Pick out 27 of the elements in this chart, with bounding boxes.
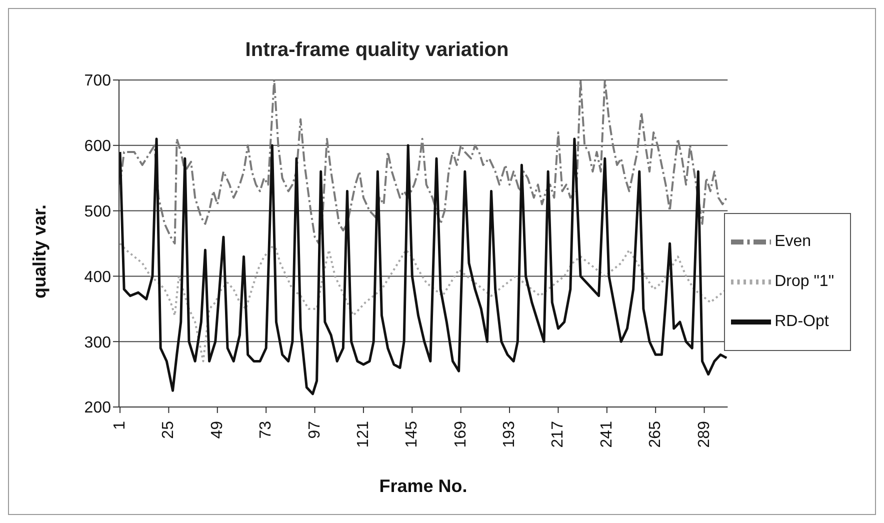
x-tick-label: 241: [598, 420, 616, 448]
y-tick-label: 600: [84, 138, 112, 156]
x-tick-label: 121: [354, 420, 372, 448]
line-series: [119, 80, 728, 244]
x-tick-label: 49: [208, 420, 226, 439]
y-tick-label: 200: [84, 400, 112, 417]
x-tick-label: 217: [550, 420, 567, 448]
y-tick-label: 400: [84, 268, 112, 286]
y-tick-label: 500: [84, 203, 112, 220]
legend-label: RD-Opt: [774, 313, 829, 330]
legend-label: Even: [774, 233, 812, 250]
y-axis-title: quality var.: [29, 204, 50, 298]
y-tick-label: 300: [84, 334, 112, 352]
x-tick-label: 169: [452, 420, 470, 448]
y-tick-label: 700: [84, 72, 112, 90]
x-tick-label: 289: [696, 420, 713, 448]
x-tick-label: 97: [306, 420, 324, 439]
x-tick-label: 145: [404, 420, 421, 448]
x-tick-label: 265: [647, 420, 664, 448]
x-tick-label: 73: [258, 420, 275, 439]
line-series: [119, 138, 728, 396]
x-tick-label: 193: [501, 420, 518, 448]
chart-title: Intra-frame quality variation: [244, 39, 510, 62]
x-axis-title: Frame No.: [379, 476, 468, 496]
legend-label: Drop "1": [774, 273, 834, 290]
x-tick-label: 1: [112, 420, 129, 430]
x-tick-label: 25: [160, 420, 178, 439]
